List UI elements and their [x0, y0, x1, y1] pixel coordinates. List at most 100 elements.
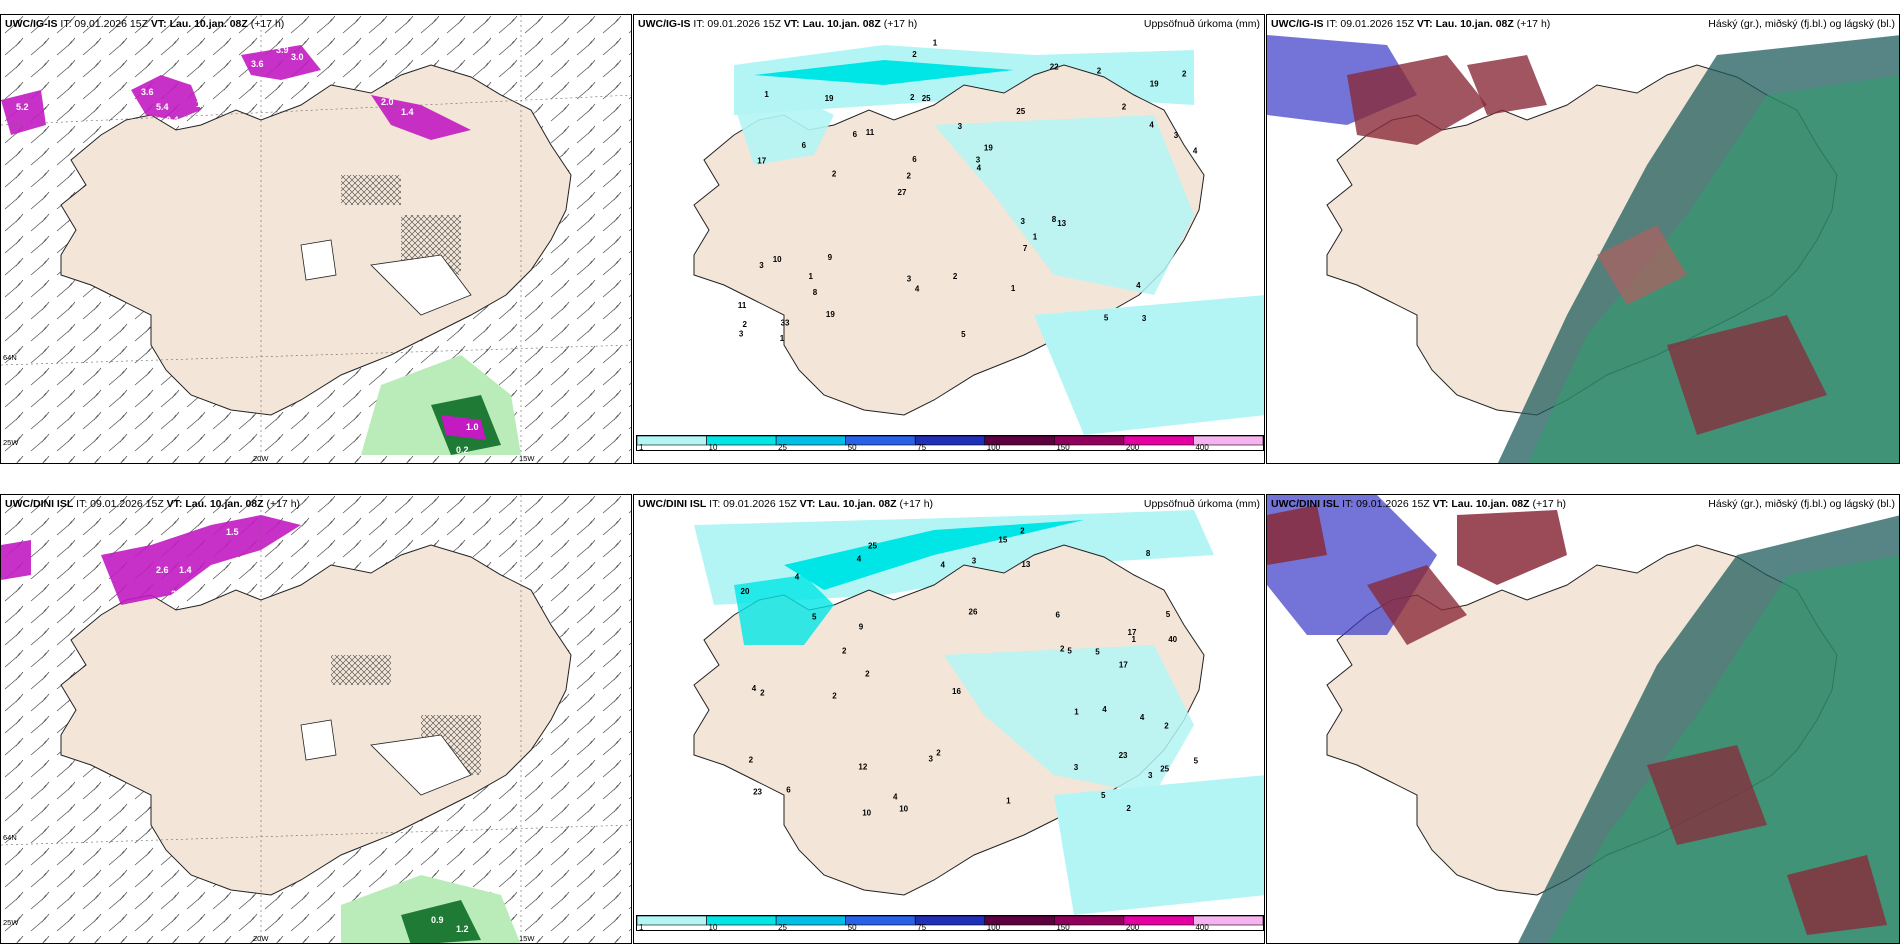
precip-value: 4: [1140, 713, 1145, 722]
model-name: UWC/IG-IS: [5, 18, 58, 30]
precip-value: 25: [868, 541, 877, 550]
precip-value: 5: [1095, 648, 1100, 657]
precip-value: 17: [757, 156, 766, 165]
lon-label-20w: 20W: [253, 454, 269, 463]
precip-value: 2: [1060, 645, 1065, 654]
precip-value: 4: [795, 573, 800, 582]
precip-value: 13: [1021, 560, 1030, 569]
legend-tick: 400: [1195, 923, 1209, 930]
wind-value: 5.4: [156, 102, 169, 112]
parallel-66n: [1, 94, 631, 126]
wind-value: 1.4: [401, 107, 414, 117]
cloud-map-row1: [1267, 15, 1899, 463]
legend-tick: 1: [639, 443, 644, 450]
precip-value: 2: [832, 692, 837, 701]
precip-value: 8: [813, 288, 818, 297]
valid-time: Lau. 10.jan. 08Z: [169, 18, 248, 30]
wind-value: 1.5: [226, 527, 239, 537]
legend-cell: [637, 436, 707, 446]
precip-value: 1: [780, 334, 785, 343]
valid-label: VT:: [783, 18, 800, 30]
wind-value: 3.9: [276, 45, 289, 55]
precip-value: 16: [952, 687, 961, 696]
precip-value: 17: [1128, 628, 1137, 637]
wind-map-row1: 20W 15W 25W 64N 5.2 3.6 3.6 5.4 2.4 1.8 …: [1, 15, 631, 463]
lead-time: (+17 h): [266, 498, 301, 510]
precip-legend: 1 10 25 50 75 100 150 200 400: [636, 915, 1264, 931]
wind-value: 3.0: [291, 52, 304, 62]
precip-value: 3: [1074, 763, 1079, 772]
precip-value: 3: [929, 755, 934, 764]
precip-value: 23: [753, 788, 762, 797]
lat-label-64n: 64N: [3, 833, 17, 842]
legend-cell: [637, 916, 707, 926]
legend-tick: 400: [1195, 443, 1209, 450]
cloud-red-n: [1467, 55, 1547, 115]
precip-value: 2: [832, 170, 837, 179]
panel-title: Háský (gr.), miðský (fj.bl.) og lágský (…: [1708, 18, 1895, 30]
precip-value: 2: [912, 50, 917, 59]
precip-value: 5: [1067, 646, 1072, 655]
valid-label: VT:: [150, 18, 167, 30]
precip-value: 8: [1052, 215, 1057, 224]
precip-value: 4: [893, 792, 898, 801]
precip-value: 7: [1023, 244, 1028, 253]
precip-value: 5: [961, 330, 966, 339]
wind-panel-row1: 20W 15W 25W 64N 5.2 3.6 3.6 5.4 2.4 1.8 …: [0, 14, 632, 464]
precip-value: 2: [1182, 69, 1187, 78]
precip-value: 10: [773, 255, 782, 264]
precip-east: [934, 115, 1194, 295]
precip-value: 19: [826, 310, 835, 319]
wind-magenta-nw: [101, 515, 301, 605]
precip-value: 2: [1020, 526, 1025, 535]
precip-value: 25: [1160, 765, 1169, 774]
panel-header: UWC/IG-IS IT: 09.01.2026 15Z VT: Lau. 10…: [5, 18, 631, 36]
cloud-panel-row1: UWC/IG-IS IT: 09.01.2026 15Z VT: Lau. 10…: [1266, 14, 1900, 464]
valid-label: VT:: [166, 498, 183, 510]
precip-value: 3: [759, 261, 764, 270]
init-time: IT: 09.01.2026 15Z: [709, 498, 797, 510]
precip-value: 3: [1174, 131, 1179, 140]
legend-tick: 200: [1126, 923, 1140, 930]
precip-panel-row2: 23 5 25 26 23 25 17 12 8 5 40 20 17 10 2 4 3 4 2 1 4 2 1 2 4 3 15 1…: [633, 494, 1265, 944]
precip-value: 25: [1016, 107, 1025, 116]
parallel-64n: [1, 824, 631, 846]
precip-value: 26: [969, 608, 978, 617]
legend-tick: 75: [917, 923, 926, 930]
model-name: UWC/IG-IS: [638, 18, 691, 30]
precip-value: 4: [977, 164, 982, 173]
precip-value: 3: [958, 122, 963, 131]
legend-tick: 200: [1126, 443, 1140, 450]
precip-value: 2: [760, 689, 765, 698]
precip-value: 4: [1102, 705, 1107, 714]
legend-tick: 100: [987, 443, 1001, 450]
precip-value: 22: [1050, 63, 1059, 72]
precip-panel-row1: 3 17 19 27 25 33 2 3 10 11 11 8 25 19 13 1 2 4 3 4 2 3 6 19 22 9 5…: [633, 14, 1265, 464]
precip-south: [1034, 295, 1264, 435]
lon-label-15w: 15W: [519, 934, 535, 943]
valid-time: Lau. 10.jan. 08Z: [185, 498, 264, 510]
wind-magenta-w: [1, 540, 31, 580]
precip-value: 4: [752, 684, 757, 693]
lon-label-25w: 25W: [3, 918, 19, 927]
precip-value: 12: [858, 763, 867, 772]
precip-value: 19: [1150, 80, 1159, 89]
wind-value: 1.8: [196, 99, 209, 109]
precip-value: 5: [1101, 791, 1106, 800]
cloud-red-nw: [1367, 565, 1467, 645]
precip-westfjords: [734, 95, 834, 165]
precip-value: 23: [1119, 751, 1128, 760]
lead-time: (+17 h): [883, 18, 918, 30]
legend-tick: 50: [848, 923, 857, 930]
precip-value: 4: [915, 285, 920, 294]
precip-value: 3: [907, 275, 912, 284]
precip-value: 2: [907, 172, 912, 181]
wind-value: 5.2: [16, 102, 29, 112]
legend-tick: 25: [778, 923, 787, 930]
init-time: IT: 09.01.2026 15Z: [1342, 498, 1430, 510]
panel-title: Uppsöfnuð úrkoma (mm): [1143, 18, 1260, 30]
precip-value: 19: [825, 94, 834, 103]
precip-green-dark-south: [401, 900, 481, 943]
wind-value: 3.6: [251, 59, 264, 69]
